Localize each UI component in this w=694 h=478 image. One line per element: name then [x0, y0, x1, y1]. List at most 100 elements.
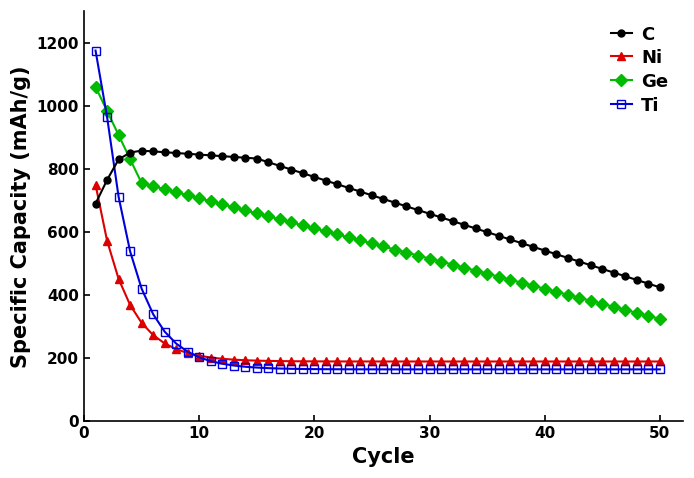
C: [437, 215, 446, 220]
Ge: [564, 292, 572, 298]
Ti: [322, 366, 330, 372]
C: [506, 237, 514, 242]
Ti: [287, 366, 296, 372]
C: [172, 150, 180, 156]
Ti: [471, 367, 480, 372]
Ni: [552, 358, 560, 364]
C: [448, 218, 457, 224]
Ni: [276, 358, 284, 364]
C: [356, 189, 364, 195]
Ti: [137, 286, 146, 292]
C: [195, 152, 203, 157]
Ni: [322, 358, 330, 364]
Ti: [356, 367, 364, 372]
Ti: [183, 349, 192, 355]
Ni: [541, 358, 549, 364]
Ti: [644, 367, 652, 372]
Ge: [92, 84, 100, 90]
Ge: [287, 219, 296, 225]
C: [529, 244, 537, 250]
Ge: [437, 259, 446, 264]
Ge: [448, 262, 457, 268]
C: [564, 255, 572, 261]
Ge: [368, 240, 376, 246]
C: [160, 149, 169, 155]
Ni: [207, 355, 215, 360]
Ge: [609, 304, 618, 310]
Ni: [483, 358, 491, 364]
C: [460, 222, 468, 228]
Ti: [149, 311, 158, 317]
Ge: [183, 192, 192, 198]
Ge: [391, 247, 399, 252]
X-axis label: Cycle: Cycle: [352, 447, 415, 467]
Ge: [172, 189, 180, 195]
Line: Ge: Ge: [92, 83, 664, 323]
C: [264, 159, 273, 165]
Ni: [345, 358, 353, 364]
Ge: [345, 235, 353, 240]
Ni: [494, 358, 502, 364]
Ti: [172, 341, 180, 347]
C: [380, 196, 388, 202]
Ge: [552, 289, 560, 294]
Ge: [160, 186, 169, 192]
Ti: [633, 367, 641, 372]
Legend: C, Ni, Ge, Ti: C, Ni, Ge, Ti: [605, 20, 674, 120]
Ti: [126, 249, 134, 254]
Ge: [518, 280, 526, 285]
Ti: [310, 366, 319, 372]
C: [541, 248, 549, 253]
Ni: [564, 358, 572, 364]
C: [322, 178, 330, 184]
C: [586, 262, 595, 268]
Ti: [656, 367, 664, 372]
Ni: [506, 358, 514, 364]
Ge: [115, 132, 123, 138]
Ni: [230, 357, 238, 362]
C: [103, 177, 111, 183]
Ni: [471, 358, 480, 364]
C: [414, 207, 422, 213]
Ni: [529, 358, 537, 364]
C: [471, 226, 480, 231]
Ti: [264, 365, 273, 371]
Ni: [391, 358, 399, 364]
Ti: [575, 367, 584, 372]
Ge: [207, 198, 215, 204]
C: [494, 233, 502, 239]
Ni: [403, 358, 411, 364]
Ti: [195, 355, 203, 360]
Ge: [322, 228, 330, 234]
Ge: [137, 180, 146, 186]
Ti: [494, 367, 502, 372]
Ni: [115, 276, 123, 282]
Ge: [425, 256, 434, 261]
Ti: [368, 367, 376, 372]
Ti: [564, 367, 572, 372]
Ni: [160, 340, 169, 346]
Ge: [310, 226, 319, 231]
Ni: [414, 358, 422, 364]
Ni: [103, 238, 111, 243]
Ge: [598, 301, 607, 307]
Ge: [103, 108, 111, 114]
Ti: [391, 367, 399, 372]
Ni: [448, 358, 457, 364]
Ni: [195, 353, 203, 358]
Ti: [207, 358, 215, 364]
Ti: [218, 361, 226, 367]
C: [518, 240, 526, 246]
Ge: [460, 265, 468, 271]
Ge: [230, 205, 238, 210]
Ti: [609, 367, 618, 372]
Ge: [195, 196, 203, 201]
Ti: [230, 363, 238, 369]
C: [126, 150, 134, 155]
Ti: [414, 367, 422, 372]
Ti: [621, 367, 629, 372]
Ge: [298, 222, 307, 228]
Ti: [276, 366, 284, 371]
C: [253, 156, 261, 162]
Ni: [425, 358, 434, 364]
